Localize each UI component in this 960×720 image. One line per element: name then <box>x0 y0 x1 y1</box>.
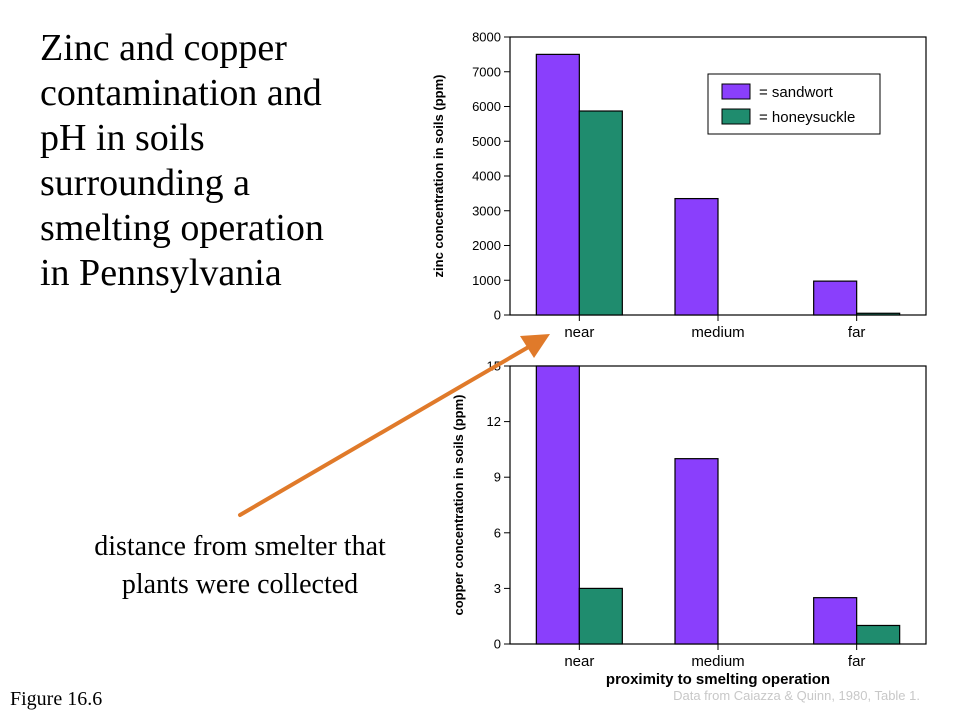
legend-label: = honeysuckle <box>759 109 855 126</box>
bar-near-sandwort <box>535 53 580 316</box>
callout-arrow <box>238 334 550 517</box>
y-tick-label: 1000 <box>472 273 501 288</box>
bar-far-sandwort <box>813 597 858 645</box>
figure-label: Figure 16.6 <box>10 688 103 710</box>
arrow-shaft <box>238 343 534 517</box>
bar-near-sandwort <box>535 365 580 645</box>
chart-1: 03691215nearmediumfarcopper concentratio… <box>451 359 927 688</box>
bar-medium-sandwort <box>674 458 719 645</box>
y-tick-label: 3000 <box>472 203 501 218</box>
y-tick-label: 0 <box>494 308 501 323</box>
y-tick-label: 2000 <box>472 238 501 253</box>
bar-near-honeysuckle <box>578 587 623 645</box>
y-axis-label: zinc concentration in soils (ppm) <box>431 75 446 278</box>
legend-label: = sandwort <box>759 84 834 101</box>
x-tick-label: near <box>564 653 594 670</box>
y-axis-label: copper concentration in soils (ppm) <box>451 394 466 615</box>
source-note: Data from Caiazza & Quinn, 1980, Table 1… <box>673 688 920 703</box>
y-tick-label: 4000 <box>472 169 501 184</box>
x-tick-label: medium <box>691 653 744 670</box>
legend-swatch <box>721 108 751 125</box>
y-tick-label: 7000 <box>472 64 501 79</box>
title-line: smelting operation <box>40 207 324 249</box>
title-line: in Pennsylvania <box>40 252 282 294</box>
y-tick-label: 9 <box>494 470 501 485</box>
bar-medium-sandwort <box>674 197 719 316</box>
y-tick-label: 0 <box>494 637 501 652</box>
x-tick-label: far <box>848 324 866 341</box>
x-tick-label: near <box>564 324 594 341</box>
chart-0: 0 1000 2000 3000 4000 5000 6000 7000 8000 near med… <box>431 30 927 341</box>
y-tick-label: 12 <box>487 414 501 429</box>
legend-swatch <box>721 83 751 100</box>
bar-far-honeysuckle <box>856 312 901 316</box>
bar-far-honeysuckle <box>856 624 901 645</box>
callout-text: distance from smelter that plants were c… <box>30 528 450 604</box>
bar-near-honeysuckle <box>578 110 623 316</box>
y-tick-label: 8000 <box>472 30 501 45</box>
arrow-head <box>520 334 550 358</box>
callout-line: distance from smelter that <box>94 531 386 562</box>
x-axis-label: proximity to smelting operation <box>606 671 830 688</box>
title-line: contamination and <box>40 72 322 114</box>
slide-title: Zinc and copper contamination and pH in … <box>40 26 380 296</box>
title-line: surrounding a <box>40 162 251 204</box>
bar-far-sandwort <box>813 280 858 316</box>
title-line: Zinc and copper <box>40 27 287 69</box>
legend: = sandwort = honeysuckle <box>707 73 881 135</box>
x-tick-label: medium <box>691 324 744 341</box>
x-tick-label: far <box>848 653 866 670</box>
title-line: pH in soils <box>40 117 205 159</box>
y-tick-label: 5000 <box>472 134 501 149</box>
callout-line: plants were collected <box>121 569 359 600</box>
y-tick-label: 6000 <box>472 99 501 114</box>
y-tick-label: 6 <box>494 525 501 540</box>
y-tick-label: 3 <box>494 581 501 596</box>
